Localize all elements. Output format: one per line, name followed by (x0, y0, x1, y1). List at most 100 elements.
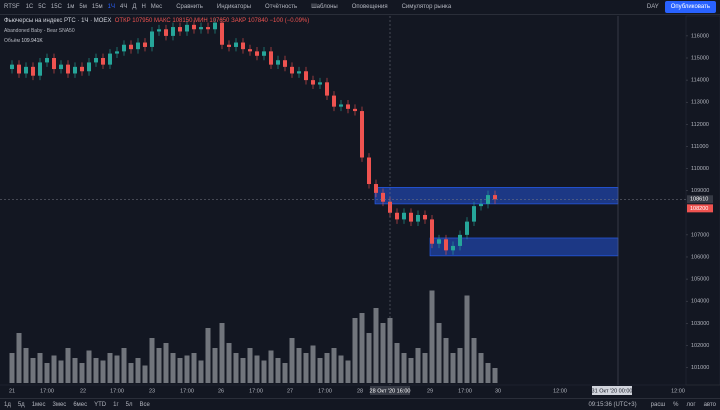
candle-body (73, 66, 77, 74)
candle-body (332, 95, 336, 107)
interval[interactable]: 15С (50, 4, 62, 10)
range-button[interactable]: 5л (125, 401, 133, 408)
toolbar-button[interactable]: Отчётность (265, 4, 298, 10)
interval[interactable]: 1Ч (107, 4, 116, 10)
y-tick-label: 104000 (691, 299, 709, 305)
range-button[interactable]: 5д (17, 401, 25, 408)
scale-option[interactable]: % (673, 401, 679, 408)
interval[interactable]: 4Ч (120, 4, 128, 10)
interval[interactable]: Н (141, 4, 146, 10)
x-tick-label: 17:00 (180, 388, 194, 394)
title: Фьючерсы на индекс РТС · 1Ч · MOEX (4, 18, 112, 24)
x-tick-label: 27 (287, 388, 293, 394)
interval[interactable]: Мес (150, 4, 163, 10)
range-button[interactable]: 1г (113, 401, 119, 408)
candle-body (479, 203, 483, 207)
candle-body (10, 64, 14, 70)
price-tag (687, 195, 713, 204)
scale-option[interactable]: лог (686, 401, 696, 408)
x-tick-label: 17:00 (40, 388, 54, 394)
candle-body (346, 104, 350, 109)
toolbar-button[interactable]: Индикаторы (216, 4, 252, 10)
interval[interactable]: Д (132, 4, 137, 10)
candle-body (136, 42, 140, 50)
volume-bar (436, 323, 442, 383)
volume-bar (422, 353, 428, 383)
candle-body (241, 42, 245, 50)
volume-bar (401, 353, 407, 383)
volume-bar (149, 338, 155, 383)
volume-bar (44, 363, 50, 383)
symbol[interactable]: RTSF (4, 4, 20, 10)
candle-body (206, 27, 210, 30)
candle-body (318, 82, 322, 85)
interval[interactable]: 5С (38, 4, 46, 10)
x-tick-label: 29 (427, 388, 433, 394)
y-tick-label: 111000 (691, 144, 709, 150)
range-button[interactable]: 1мес (31, 401, 46, 408)
volume-bar (23, 348, 29, 383)
volume-bar (226, 343, 232, 383)
candle-body (311, 80, 315, 85)
toolbar-button[interactable]: Шаблоны (311, 4, 338, 10)
publish-button[interactable]: Опубликовать (664, 1, 716, 13)
session[interactable]: DAY (646, 4, 659, 10)
volume-bar (387, 318, 393, 383)
volume-bar (268, 350, 274, 383)
volume-bar (219, 323, 225, 383)
range-button[interactable]: 6мес (73, 401, 88, 408)
toolbar-button[interactable]: Симулятор рынка (401, 4, 452, 10)
volume-bar (30, 358, 36, 383)
candle-body (388, 201, 392, 213)
scale-option[interactable]: расш (650, 401, 666, 408)
x-tick-label: 21 (9, 388, 15, 394)
candle-body (192, 24, 196, 30)
interval[interactable]: 1С (25, 4, 34, 10)
interval[interactable]: 5м (79, 4, 87, 10)
candle-body (150, 31, 154, 47)
intervals: 1С 5С 15С 1м 5м 15м 1Ч 4Ч Д Н Мес (26, 4, 163, 10)
x-tick-label: 28 (357, 388, 363, 394)
candle-body (24, 66, 28, 74)
scale-option[interactable]: авто (703, 401, 716, 408)
x-tick-label: 12:00 (671, 388, 685, 394)
candle-body (171, 27, 175, 36)
interval[interactable]: 1м (66, 4, 75, 10)
toolbar-button[interactable]: Оповещения (351, 4, 388, 10)
candle-body (451, 245, 455, 251)
volume-bar (9, 353, 15, 383)
volume-bar (408, 358, 414, 383)
candle-body (493, 195, 497, 200)
volume-bar (205, 328, 211, 383)
candle-body (367, 157, 371, 185)
volume-bar (352, 318, 358, 383)
pattern: Abandoned Baby - Bear SNA50 (4, 28, 75, 34)
volume-bar (177, 358, 183, 383)
y-tick-label: 115000 (691, 55, 709, 61)
candle-body (360, 111, 364, 158)
volume-bar (310, 345, 316, 383)
volume-bar (366, 333, 372, 383)
toolbar-button[interactable]: Сравнить (176, 4, 203, 10)
y-tick-label: 116000 (691, 33, 709, 39)
y-tick-label: 106000 (691, 254, 709, 260)
volume-bar (359, 313, 365, 383)
candle-body (402, 212, 406, 220)
volume-bar (478, 353, 484, 383)
range-button[interactable]: YTD (94, 401, 107, 408)
candle-body (353, 108, 357, 112)
y-tick-label: 101000 (691, 365, 709, 371)
candle-body (262, 51, 266, 56)
top-toolbar: RTSF 1С 5С 15С 1м 5м 15м 1Ч 4Ч Д Н Мес Сравнить Инд… (0, 0, 720, 15)
volume-bar (240, 358, 246, 383)
range-button[interactable]: Все (139, 401, 150, 408)
interval[interactable]: 15м (91, 4, 103, 10)
candle-body (409, 212, 413, 222)
range-button[interactable]: 3мес (52, 401, 67, 408)
volume-bar (184, 355, 190, 383)
candle-body (101, 58, 105, 65)
candle-body (59, 64, 63, 70)
range-button[interactable]: 1д (4, 401, 11, 408)
candle-body (143, 42, 147, 47)
